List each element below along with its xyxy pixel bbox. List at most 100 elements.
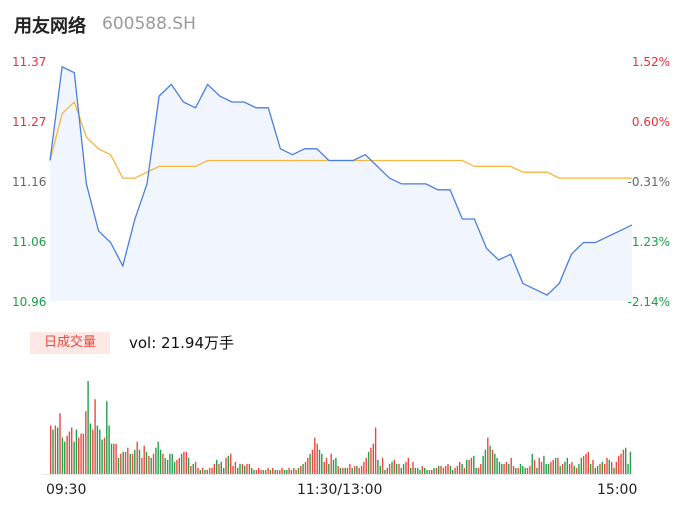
volume-bar (197, 467, 199, 474)
volume-bar (234, 461, 237, 474)
volume-bar (75, 429, 78, 474)
volume-bar (314, 437, 316, 474)
volume-bar (155, 447, 157, 474)
volume-bar (440, 465, 442, 474)
volume-bar (127, 447, 129, 474)
volume-bar (452, 470, 454, 474)
volume-bar (412, 461, 414, 474)
volume-bar (176, 459, 178, 474)
volume-bar (185, 451, 187, 474)
volume-bar (225, 457, 227, 474)
volume-bar (529, 465, 531, 474)
volume-bar (477, 467, 480, 474)
volume-bar (599, 463, 601, 474)
volume-bar (131, 453, 134, 474)
pct-label-2: -0.31% (627, 175, 670, 189)
volume-bar (255, 470, 258, 474)
volume-bar (162, 453, 164, 474)
volume-bar (293, 467, 295, 474)
volume-bar (540, 461, 543, 474)
volume-bar (517, 467, 519, 474)
volume-bar (456, 465, 459, 474)
volume-bar (223, 467, 225, 474)
volume-bar (239, 463, 241, 474)
volume-bar (265, 470, 267, 474)
volume-bar (573, 465, 575, 474)
volume-bar (150, 457, 152, 474)
volume-bar (59, 413, 61, 474)
volume-bar (115, 443, 117, 474)
volume-bar (538, 457, 540, 474)
volume-bar (311, 449, 314, 474)
volume-bar (622, 449, 625, 474)
price-label-2: 11.16 (12, 175, 47, 189)
volume-bar (171, 453, 173, 474)
volume-bar (363, 461, 365, 474)
volume-bar (473, 455, 475, 474)
volume-bar (505, 461, 508, 474)
volume-bar (536, 467, 538, 474)
volume-bar (419, 470, 421, 474)
volume-bar (143, 445, 145, 474)
volume-bar (554, 457, 557, 474)
volume-bar (227, 455, 229, 474)
volume-bar (332, 459, 335, 474)
volume-bar (445, 465, 447, 474)
volume-bar (398, 463, 400, 474)
volume-bar (110, 443, 113, 474)
volume-bar (459, 461, 461, 474)
volume-bar (487, 437, 489, 474)
volume-bar (587, 451, 589, 474)
volume-bar (431, 470, 433, 474)
volume-bar (482, 455, 484, 474)
volume-bar (594, 467, 596, 474)
volume-bar (148, 455, 150, 474)
volume-bar (173, 461, 176, 474)
volume-bar (323, 461, 325, 474)
volume-bar (339, 467, 342, 474)
volume-bar (201, 467, 204, 474)
volume-bar (475, 467, 477, 474)
volume-bar (99, 429, 101, 474)
volume-bar (351, 467, 353, 474)
volume-bar (281, 467, 283, 474)
volume-bar (400, 467, 402, 474)
volume-bar (64, 441, 66, 474)
volume-bar (545, 463, 547, 474)
volume-bar (145, 451, 148, 474)
volume-bar (526, 467, 529, 474)
volume-bar (61, 437, 64, 474)
volume-bar (253, 470, 255, 474)
volume-bar (108, 425, 110, 474)
volume-bar (608, 459, 610, 474)
volume-bar (286, 470, 288, 474)
volume-bar (372, 443, 374, 474)
volume-bar (87, 381, 89, 474)
price-area (50, 66, 632, 302)
volume-bar (192, 463, 194, 474)
volume-bar (381, 457, 384, 474)
volume-bar (68, 431, 71, 474)
volume-bar (71, 427, 73, 474)
volume-bar (611, 461, 613, 474)
price-line (49, 65, 633, 296)
volume-bar (501, 463, 503, 474)
volume-bar (129, 453, 131, 474)
volume-badge[interactable]: 日成交量 (30, 332, 110, 354)
volume-bar (480, 463, 482, 474)
volume-bar (309, 453, 311, 474)
volume-bar (346, 467, 349, 474)
time-label-close: 15:00 (597, 482, 638, 498)
volume-bar (57, 427, 59, 474)
volume-bar (183, 451, 185, 474)
volume-bar (356, 465, 358, 474)
pct-label-4: -2.14% (627, 295, 670, 309)
volume-bar (157, 441, 159, 474)
volume-bar (393, 459, 395, 474)
volume-bar (585, 453, 587, 474)
volume-bar (318, 449, 321, 474)
volume-bar (159, 449, 162, 474)
volume-bar (438, 465, 440, 474)
volume-bar (557, 457, 559, 474)
volume-bar (564, 461, 566, 474)
